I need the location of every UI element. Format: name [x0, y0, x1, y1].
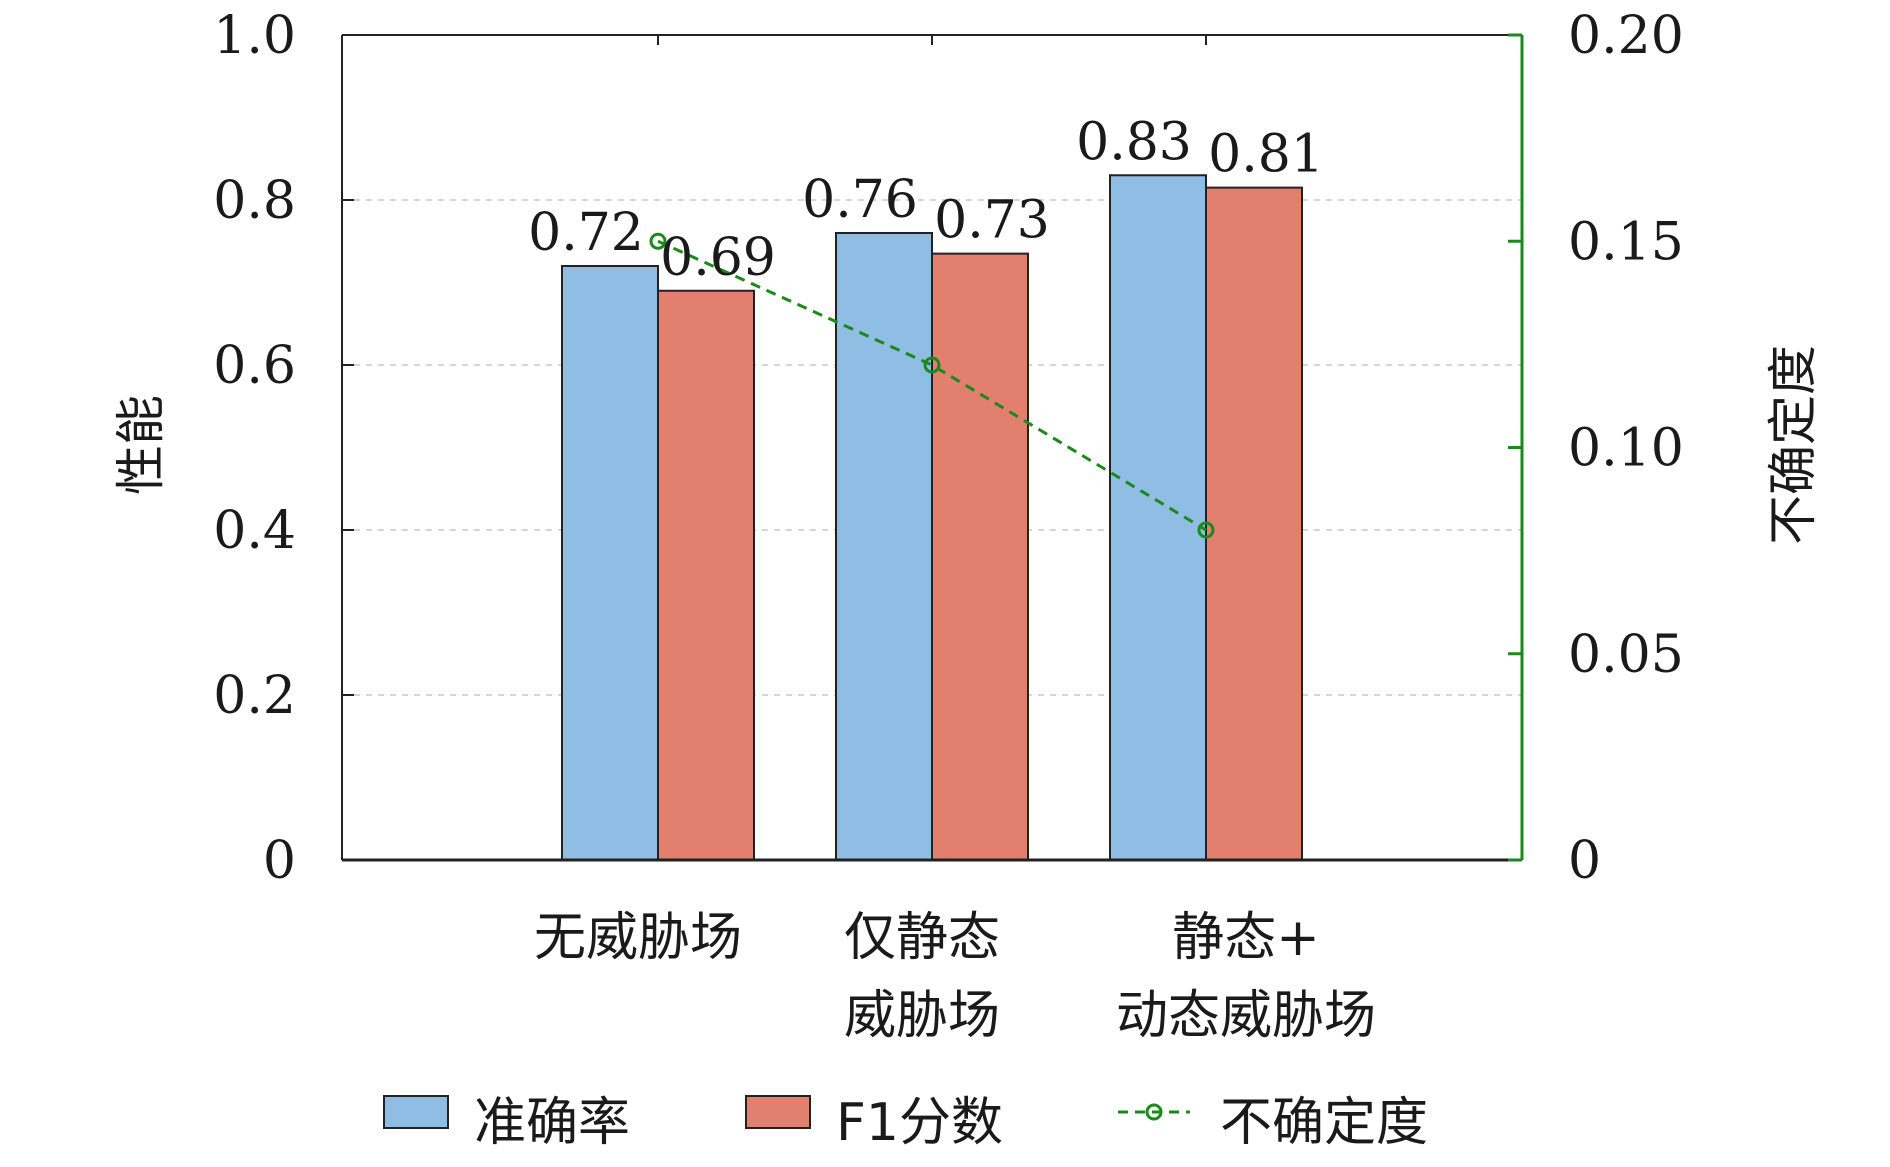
y-tick-label-left: 1.0 — [213, 6, 296, 66]
legend-label: F1分数 — [836, 1093, 1003, 1153]
data-label: 0.83 — [1076, 112, 1192, 172]
bar — [1109, 174, 1207, 861]
data-label: 0.76 — [802, 170, 918, 230]
y-tick-label-right: 0.05 — [1568, 625, 1684, 685]
y-tick-label-left: 0.8 — [213, 171, 296, 231]
data-label: 0.72 — [528, 203, 644, 263]
category-label: 静态+ — [1172, 908, 1320, 968]
bar — [1205, 186, 1303, 861]
uncertainty-point — [649, 232, 667, 250]
legend-swatch — [745, 1095, 811, 1129]
y-tick-label-right: 0.15 — [1568, 212, 1684, 272]
y-axis-title-left: 性能 — [112, 395, 170, 495]
y-tick-label-right: 0.20 — [1568, 6, 1684, 66]
y-axis-title-right: 不确定度 — [1764, 345, 1822, 545]
bar — [657, 289, 755, 861]
y-tick-label-left: 0.4 — [213, 501, 296, 561]
category-label: 动态威胁场 — [1116, 986, 1376, 1046]
category-label: 仅静态 — [844, 908, 1000, 968]
y-tick-label-right: 0.10 — [1568, 419, 1684, 479]
uncertainty-line — [649, 232, 1215, 539]
legend-marker — [1145, 1103, 1163, 1121]
uncertainty-series-line — [657, 239, 1207, 532]
legend: 准确率 F1分数 不确定度 — [383, 1093, 1428, 1153]
legend-label: 准确率 — [474, 1093, 630, 1153]
bar — [561, 265, 659, 861]
y-tick-label-left: 0.2 — [213, 666, 296, 726]
bars — [561, 174, 1303, 861]
y-tick-label-left: 0 — [263, 831, 296, 891]
labels: 性能 不确定度 0.72 0.76 0.83 0.69 0.73 0.81 0 0.2 0.4 0… — [112, 6, 1822, 1046]
data-label: 0.69 — [660, 228, 776, 288]
uncertainty-point — [923, 356, 941, 374]
bar — [931, 252, 1029, 861]
axes — [341, 33, 1524, 862]
data-label: 0.81 — [1208, 125, 1324, 185]
y-tick-label-right: 0 — [1568, 831, 1601, 891]
legend-swatch — [383, 1095, 449, 1129]
category-label: 无威胁场 — [534, 908, 742, 968]
data-label: 0.73 — [934, 191, 1050, 251]
legend-label: 不确定度 — [1220, 1093, 1428, 1153]
category-label: 威胁场 — [844, 986, 1000, 1046]
y-tick-label-left: 0.6 — [213, 336, 296, 396]
uncertainty-point — [1197, 521, 1215, 539]
